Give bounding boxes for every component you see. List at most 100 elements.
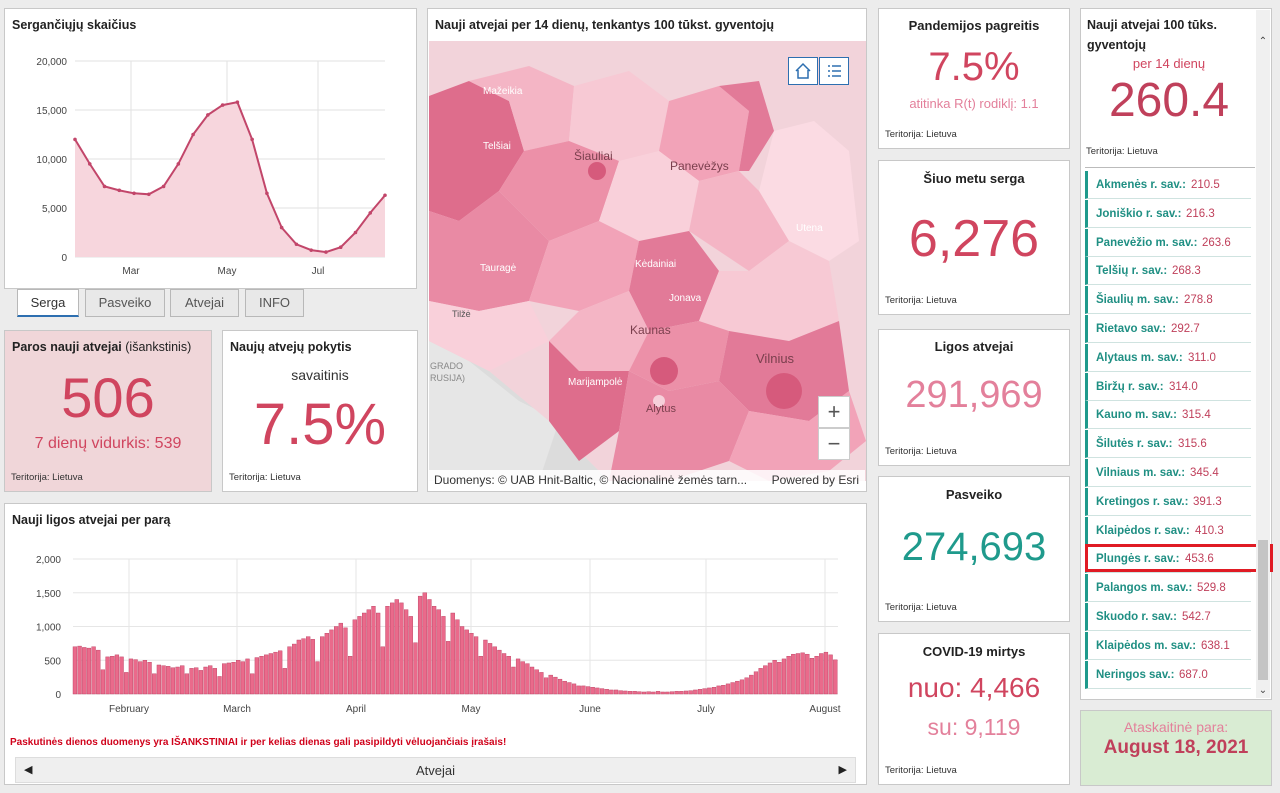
data-point xyxy=(191,132,195,137)
municipality-value: 314.0 xyxy=(1169,380,1198,393)
municipality-row[interactable]: Šiaulių m. sav.: 278.8 xyxy=(1085,286,1251,315)
municipality-row[interactable]: Vilniaus m. sav.: 345.4 xyxy=(1085,459,1251,487)
municipality-row[interactable]: Joniškio r. sav.: 216.3 xyxy=(1085,199,1251,228)
municipality-row[interactable]: Akmenės r. sav.: 210.5 xyxy=(1085,171,1251,199)
bar xyxy=(198,670,204,695)
tab-info[interactable]: INFO xyxy=(245,289,304,317)
map-zoom-in-button[interactable]: + xyxy=(818,396,850,428)
highlight-box xyxy=(1085,544,1273,573)
chart-switch-label: Atvejai xyxy=(415,763,456,778)
report-date-value: August 18, 2021 xyxy=(1103,737,1249,758)
municipality-row[interactable]: Kretingos r. sav.: 391.3 xyxy=(1085,487,1251,516)
municipality-name: Alytaus m. sav.: xyxy=(1096,351,1183,364)
map-label-jonava: Jonava xyxy=(669,293,702,304)
daily-cases-panel: Nauji ligos atvejai per parą 2,000 1,500 1… xyxy=(4,503,867,785)
y-tick-label: 1,500 xyxy=(36,589,61,600)
municipality-value: 391.3 xyxy=(1193,495,1222,508)
municipality-row[interactable]: Biržų r. sav.: 314.0 xyxy=(1085,372,1251,401)
municipality-value: 268.3 xyxy=(1172,265,1201,278)
bar xyxy=(338,622,343,695)
municipality-row[interactable]: Palangos m. sav.: 529.8 xyxy=(1085,574,1251,603)
bar xyxy=(329,629,334,695)
municipality-row[interactable]: Klaipėdos r. sav.: 410.3 xyxy=(1085,516,1251,545)
scroll-down-icon[interactable]: ⌄ xyxy=(1258,685,1268,696)
bar xyxy=(800,652,805,695)
change-value: 7.5% xyxy=(253,392,387,457)
bar xyxy=(557,678,563,695)
growth-title: Pandemijos pagreitis xyxy=(908,18,1040,33)
deaths-card: COVID-19 mirtys nuo: 4,466 su: 9,119 Ter… xyxy=(878,633,1070,785)
municipality-row[interactable]: Skuodo r. sav.: 542.7 xyxy=(1085,603,1251,631)
tab-atvejai[interactable]: Atvejai xyxy=(170,289,239,317)
municipality-row[interactable]: Rietavo sav.: 292.7 xyxy=(1085,315,1251,343)
municipality-name: Vilniaus m. sav.: xyxy=(1096,467,1186,479)
data-point xyxy=(102,184,107,189)
bar xyxy=(264,654,269,695)
daily-cases-chart[interactable]: 2,000 1,500 1,000 500 0 February March April May… xyxy=(5,536,866,756)
bar xyxy=(268,653,273,695)
bar xyxy=(133,659,138,695)
rate-subtitle: per 14 dienų xyxy=(1132,56,1206,71)
map-home-button[interactable] xyxy=(788,57,818,85)
bar xyxy=(170,667,176,695)
rate-title-line2: gyventojų xyxy=(1087,38,1147,52)
map-powered-by[interactable]: Powered by Esri xyxy=(771,473,859,487)
bar xyxy=(749,674,754,695)
bar xyxy=(441,616,446,695)
series-line xyxy=(74,101,386,254)
tab-serga[interactable]: Serga xyxy=(17,289,79,317)
map-legend-button[interactable] xyxy=(819,57,849,85)
bar xyxy=(809,658,815,695)
chevron-right-icon[interactable]: ▶ xyxy=(838,764,847,776)
bar xyxy=(376,612,381,695)
rate-territory: Teritorija: Lietuva xyxy=(1086,146,1158,157)
map-zoom-out-button[interactable]: − xyxy=(818,428,850,460)
bar xyxy=(403,609,409,695)
bar xyxy=(711,687,717,695)
municipality-value: 210.5 xyxy=(1191,179,1220,191)
bar xyxy=(805,653,810,695)
bar xyxy=(688,690,693,695)
municipality-name: Biržų r. sav.: xyxy=(1096,380,1164,393)
bar xyxy=(152,673,157,695)
x-tick-label: Mar xyxy=(122,266,140,277)
map-label-telsiai: Telšiai xyxy=(483,141,511,152)
scroll-up-icon[interactable]: ⌃ xyxy=(1258,36,1268,47)
growth-subtitle: atitinka R(t) rodiklį: 1.1 xyxy=(909,96,1039,111)
scrollbar-thumb[interactable] xyxy=(1258,540,1268,680)
map-label-kaunas: Kaunas xyxy=(630,323,671,337)
municipality-row[interactable]: Plungės r. sav.: 453.6 xyxy=(1085,544,1273,574)
municipality-row[interactable]: Šilutės r. sav.: 315.6 xyxy=(1085,430,1251,459)
deaths-title: COVID-19 mirtys xyxy=(922,644,1026,659)
bar xyxy=(814,655,819,695)
municipality-row[interactable]: Klaipėdos m. sav.: 638.1 xyxy=(1085,631,1251,660)
bar xyxy=(576,685,581,695)
lithuania-map[interactable] xyxy=(429,41,866,481)
bar xyxy=(702,688,707,695)
bar xyxy=(637,691,642,695)
x-tick-label: February xyxy=(109,704,149,715)
bar xyxy=(786,655,791,695)
municipality-name: Klaipėdos r. sav.: xyxy=(1096,524,1190,537)
tab-pasveiko[interactable]: Pasveiko xyxy=(85,289,165,317)
bar xyxy=(254,657,259,695)
data-point xyxy=(220,103,225,107)
municipality-row[interactable]: Alytaus m. sav.: 311.0 xyxy=(1085,343,1251,372)
municipality-row[interactable]: Kauno m. sav.: 315.4 xyxy=(1085,401,1251,430)
municipality-row[interactable]: Telšių r. sav.: 268.3 xyxy=(1085,257,1251,286)
map-label-grado: GRADO xyxy=(430,361,464,371)
x-tick-label: May xyxy=(462,704,481,715)
growth-territory: Teritorija: Lietuva xyxy=(885,129,957,140)
municipality-name: Šiaulių m. sav.: xyxy=(1096,294,1179,307)
x-tick-label: March xyxy=(223,704,251,715)
rate-title-line1: Nauji atvejai 100 tūks. xyxy=(1087,18,1217,32)
bar xyxy=(128,658,134,695)
municipality-row[interactable]: Neringos sav.: 687.0 xyxy=(1085,660,1251,689)
active-cases-chart[interactable]: 20,000 15,000 10,000 5,000 0 Mar May Jul xyxy=(5,9,416,288)
total-cases-territory: Teritorija: Lietuva xyxy=(885,446,957,457)
chevron-left-icon[interactable]: ◀ xyxy=(24,764,33,776)
municipality-name: Kretingos r. sav.: xyxy=(1096,495,1189,508)
deaths-territory: Teritorija: Lietuva xyxy=(885,765,957,776)
list-scrollbar[interactable]: ⌃ ⌄ xyxy=(1256,10,1270,698)
municipality-row[interactable]: Panevėžio m. sav.: 263.6 xyxy=(1085,228,1251,257)
